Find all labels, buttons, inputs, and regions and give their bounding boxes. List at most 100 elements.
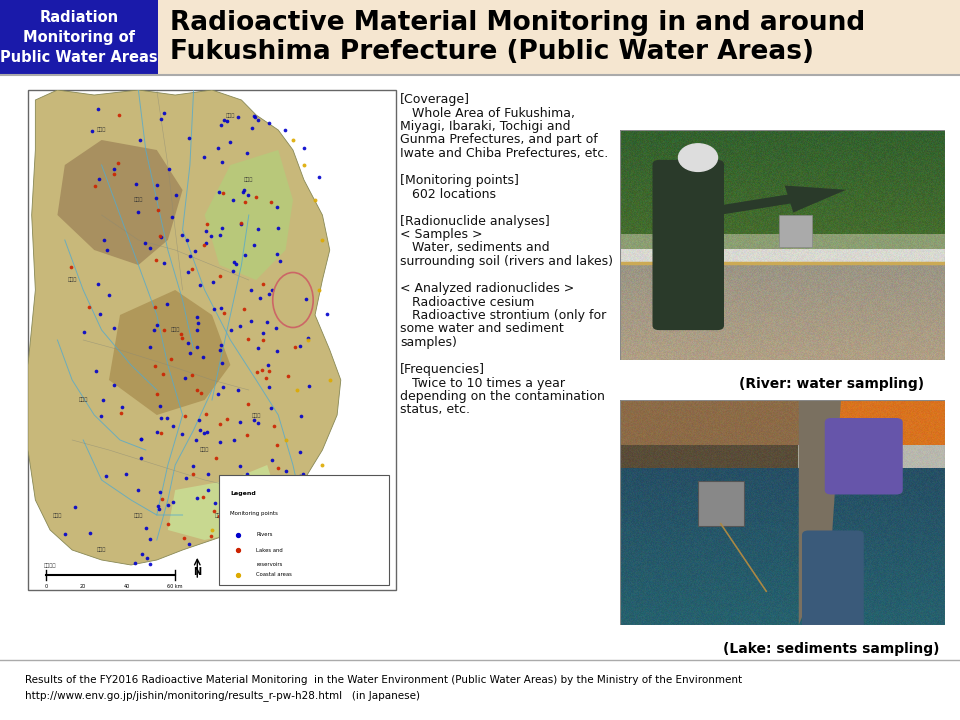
Point [196,351,211,363]
Text: Radioactive strontium (only for: Radioactive strontium (only for [400,309,607,322]
Text: 埼玉県: 埼玉県 [133,513,143,518]
Point [311,284,326,296]
Point [214,120,229,131]
Point [142,558,157,570]
Bar [28,90,396,590]
Point [212,270,228,282]
Point [99,245,114,256]
Point [246,110,261,122]
Point [259,509,275,521]
Point [185,460,201,472]
Point [153,486,168,498]
Point [227,434,242,446]
Point [91,173,107,184]
Text: [Radionuclide analyses]: [Radionuclide analyses] [400,215,550,228]
Point [269,439,284,451]
Point [154,413,169,424]
Bar [0,0,960,75]
Point [200,468,215,480]
Point [192,424,207,436]
Point [178,372,193,384]
Point [142,242,157,253]
Point [148,253,163,265]
Point [189,341,204,353]
Point [236,184,252,196]
Point [175,229,190,240]
Point [301,381,317,392]
Point [294,410,309,422]
Point [210,389,226,400]
Point [93,308,108,320]
Text: Whole Area of Fukushima,: Whole Area of Fukushima, [400,107,575,120]
Point [252,292,268,304]
Text: 岩手県: 岩手県 [226,112,235,117]
Text: Radiation
Monitoring of
Public Water Areas: Radiation Monitoring of Public Water Are… [0,10,157,65]
Point [260,359,276,371]
Text: 群馬県: 群馬県 [79,397,88,402]
Text: Results of the FY2016 Radioactive Material Monitoring  in the Water Environment : Results of the FY2016 Radioactive Materi… [25,675,742,685]
Text: status, etc.: status, etc. [400,403,470,416]
Point [223,137,238,148]
Point [204,230,219,241]
Text: [Frequencies]: [Frequencies] [400,363,485,376]
Point [246,239,261,251]
Point [181,348,197,359]
Point [174,428,189,440]
Point [230,544,246,556]
Point [148,360,163,372]
Text: Legend: Legend [230,491,256,496]
Point [115,401,131,413]
Point [196,491,211,503]
Point [233,217,249,229]
Text: 東京都: 東京都 [97,547,107,552]
Point [289,485,304,496]
Polygon shape [28,90,341,565]
Point [237,197,252,208]
Point [206,505,222,517]
Point [288,341,303,353]
Point [250,366,265,378]
Point [278,466,294,477]
Point [160,499,176,510]
FancyArrow shape [716,186,846,215]
Point [76,326,91,338]
Point [107,379,122,390]
Point [166,496,181,508]
Point [67,501,83,513]
Point [215,187,230,199]
FancyBboxPatch shape [780,215,812,247]
Point [110,157,126,168]
Point [276,124,292,135]
Point [269,202,284,213]
Text: Monitoring points: Monitoring points [230,511,278,516]
Point [262,289,277,300]
Point [210,143,226,154]
Point [214,157,229,168]
Text: 0: 0 [45,583,48,588]
Bar [0,0,158,75]
Point [156,369,171,380]
Point [323,374,338,386]
Polygon shape [58,140,182,265]
Polygon shape [799,400,841,625]
Point [239,429,254,441]
Point [299,294,314,305]
Point [174,328,189,340]
Text: Radioactive Material Monitoring in and around
Fukushima Prefecture (Public Water: Radioactive Material Monitoring in and a… [170,10,865,65]
Point [174,332,189,343]
Point [159,413,175,424]
Point [207,498,223,509]
Text: 秋田県: 秋田県 [97,127,107,132]
Point [212,345,228,356]
Point [264,402,279,414]
Point [139,553,155,564]
Point [249,192,264,203]
Point [307,194,323,206]
Point [83,528,98,539]
Point [152,230,167,242]
Point [93,410,108,421]
Point [235,186,251,198]
Point [246,414,261,426]
Text: (Lake: sediments sampling): (Lake: sediments sampling) [723,642,940,656]
Point [274,555,289,567]
